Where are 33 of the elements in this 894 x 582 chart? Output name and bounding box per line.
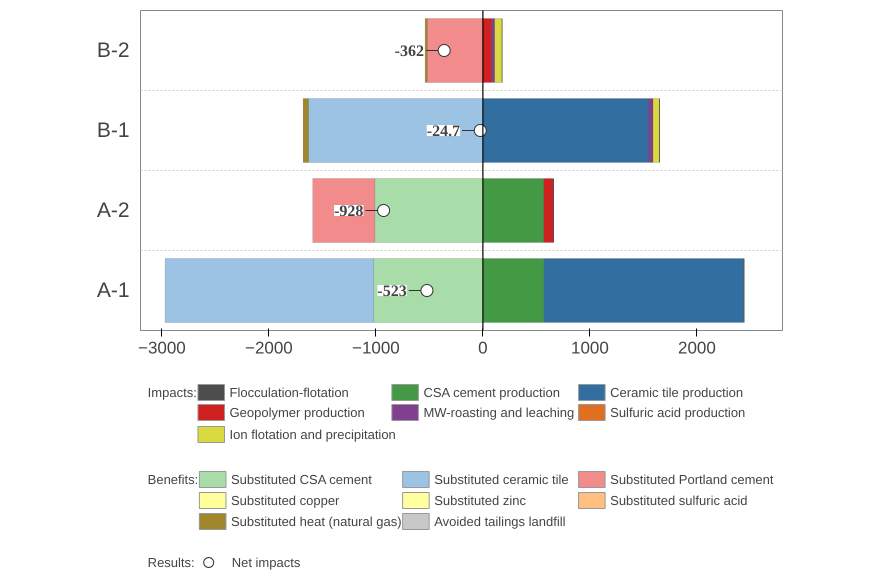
legend-label: Substituted zinc	[434, 493, 526, 508]
legend-label: Avoided tailings landfill	[434, 514, 566, 529]
legend-label: Ceramic tile production	[610, 385, 744, 400]
data-label: -24.7	[426, 123, 460, 140]
legend-label: Substituted heat (natural gas)	[230, 514, 402, 529]
x-tick-label: 1000	[570, 338, 609, 358]
y-tick-label: A-1	[96, 279, 130, 302]
legend-label: Geopolymer production	[230, 405, 365, 420]
x-tick-label: 0	[478, 338, 488, 358]
text: Impacts:	[148, 385, 197, 400]
y-tick-label: B-1	[96, 119, 130, 142]
x-tick-label: 2000	[678, 338, 716, 358]
x-tick-label: −1000	[352, 338, 400, 358]
legend-label: Substituted CSA cement	[230, 472, 372, 487]
y-tick-label: B-2	[96, 39, 130, 62]
legend-label: MW-roasting and leaching	[423, 405, 574, 420]
text: Results:	[148, 555, 195, 570]
legend-label: Substituted ceramic tile	[434, 472, 569, 487]
data-label: -928	[334, 203, 364, 220]
text: Benefits:	[148, 472, 198, 487]
legend-label: Flocculation-flotation	[230, 385, 349, 400]
legend-label: Substituted sulfuric acid	[610, 493, 748, 508]
legend-label: Ion flotation and precipitation	[230, 427, 396, 442]
y-tick-label: A-2	[96, 199, 130, 222]
x-tick-label: −2000	[245, 338, 293, 358]
data-label: -362	[394, 43, 424, 60]
legend-label: Net impacts	[232, 555, 301, 570]
legend-label: Substituted Portland cement	[610, 472, 774, 487]
legend-label: CSA cement production	[423, 385, 560, 400]
x-tick-label: −3000	[138, 338, 186, 358]
data-label: -523	[377, 283, 407, 300]
legend-label: Sulfuric acid production	[610, 405, 746, 420]
legend-label: Substituted copper	[230, 493, 340, 508]
